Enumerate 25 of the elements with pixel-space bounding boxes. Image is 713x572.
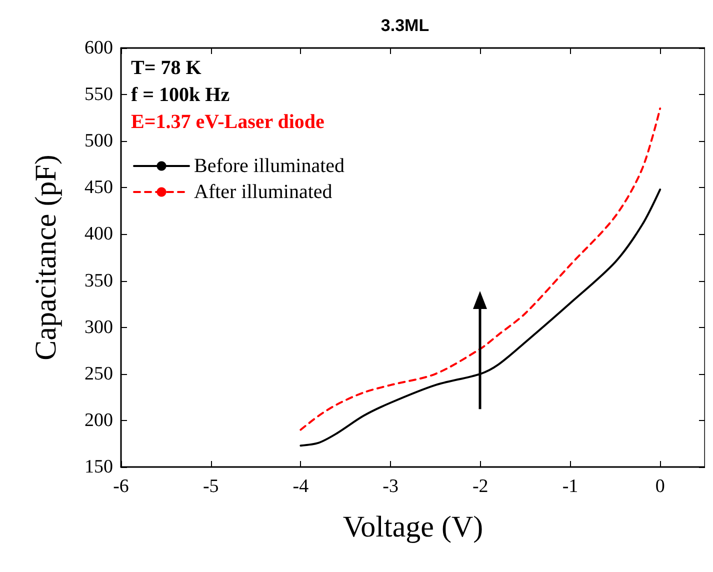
y-tick-label: 150 [84,456,113,478]
legend-label: Before illuminated [194,155,345,177]
y-tick-label: 450 [84,177,113,198]
annotation: E=1.37 eV-Laser diode [131,111,325,133]
x-tick-label: -2 [472,476,488,497]
y-tick-label: 500 [84,130,113,152]
y-tick-label: 600 [84,38,113,58]
y-axis-title: Capacitance (pF) [30,154,62,360]
legend-label: After illuminated [194,181,332,203]
y-tick-label: 350 [84,270,113,292]
y-tick-label: 200 [84,410,113,431]
x-tick-label: -3 [382,476,398,497]
y-tick-label: 550 [84,84,113,106]
x-tick-label: -1 [562,476,578,497]
y-tick-label: 250 [84,363,113,384]
y-tick-label: 400 [84,224,113,245]
x-tick-label: -6 [113,476,129,497]
x-axis-title: Voltage (V) [342,510,484,544]
x-tick-label: 0 [655,476,665,497]
y-tick-label: 300 [84,316,113,338]
x-tick-label: -5 [202,476,219,497]
x-tick-label: -4 [292,476,310,497]
chart-title: 3.3ML [380,16,430,35]
annotation: f = 100k Hz [131,84,230,106]
annotation: T= 78 K [131,57,202,79]
